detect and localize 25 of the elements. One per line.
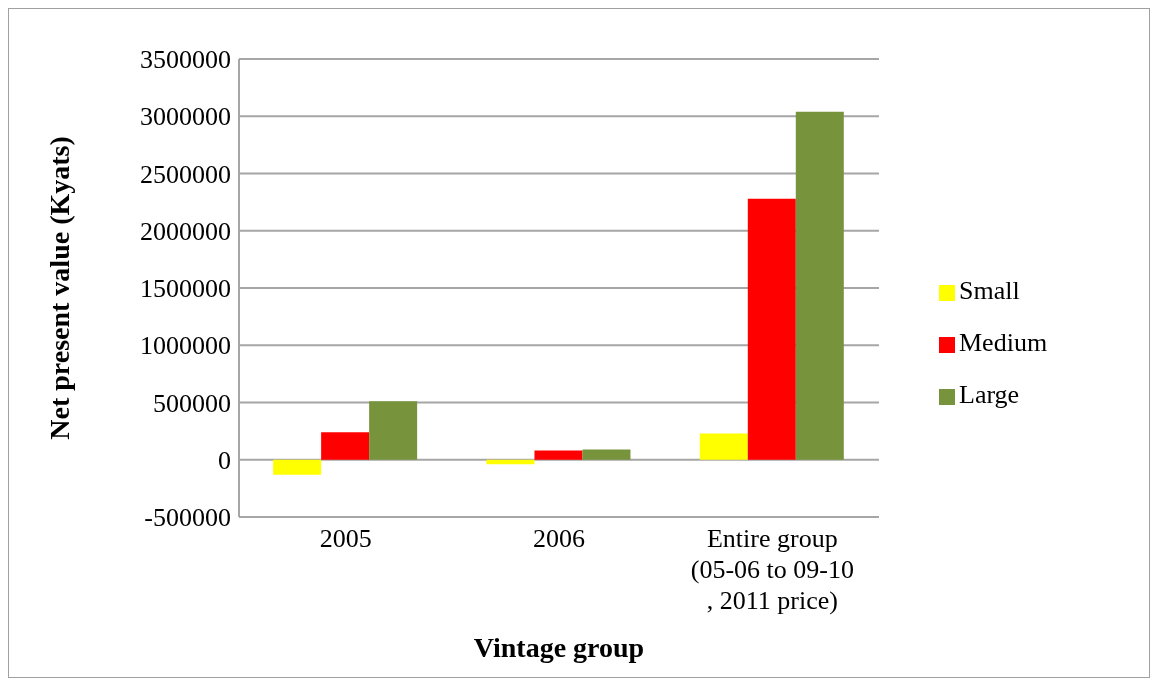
y-tick-label: 1000000 — [140, 331, 231, 361]
x-axis-title: Vintage group — [473, 632, 645, 663]
bar — [699, 433, 748, 460]
y-tick-label: -500000 — [144, 503, 231, 533]
y-axis-title: Net present value (Kyats) — [43, 136, 75, 440]
x-tick-label: Entire group (05-06 to 09-10 , 2011 price) — [690, 524, 854, 615]
y-tick-label: 0 — [218, 445, 231, 475]
bar — [273, 459, 322, 475]
bar — [369, 401, 418, 460]
y-tick-label: 500000 — [153, 388, 231, 418]
y-tick-label: 3500000 — [140, 45, 231, 75]
y-tick-label: 3000000 — [140, 102, 231, 132]
legend-label: Large — [959, 380, 1020, 409]
y-tick-label: 2500000 — [140, 159, 231, 189]
y-tick-label: 1500000 — [140, 274, 231, 304]
legend-label: Small — [959, 276, 1020, 305]
legend-label: Medium — [959, 328, 1048, 357]
bar — [582, 449, 631, 460]
x-tick-label: 2006 — [533, 524, 585, 553]
y-tick-label: 2000000 — [140, 216, 231, 246]
bar — [795, 111, 844, 460]
bar — [534, 450, 583, 460]
bar — [747, 198, 796, 460]
x-tick-label: 2005 — [319, 524, 372, 553]
bar — [321, 432, 370, 460]
